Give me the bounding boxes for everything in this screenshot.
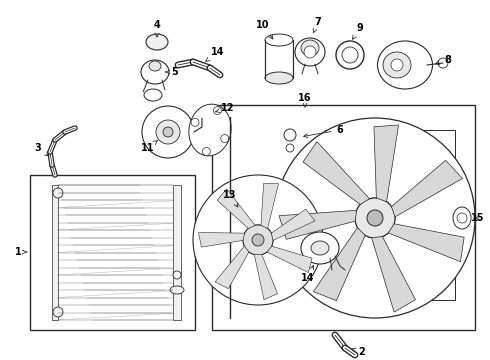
Circle shape <box>286 144 294 152</box>
Circle shape <box>252 234 264 246</box>
Ellipse shape <box>265 72 293 84</box>
Circle shape <box>53 307 63 317</box>
Text: 4: 4 <box>154 20 160 37</box>
Polygon shape <box>374 125 398 202</box>
Text: 1: 1 <box>15 247 27 257</box>
Circle shape <box>220 135 229 143</box>
Circle shape <box>367 210 383 226</box>
Ellipse shape <box>146 34 168 50</box>
Bar <box>173 185 181 320</box>
Text: 11: 11 <box>141 140 158 153</box>
Polygon shape <box>261 183 278 229</box>
Polygon shape <box>371 237 416 312</box>
Ellipse shape <box>377 41 433 89</box>
Circle shape <box>214 107 221 114</box>
Ellipse shape <box>391 59 403 71</box>
Polygon shape <box>271 209 315 240</box>
Circle shape <box>284 129 296 141</box>
Text: 14: 14 <box>301 265 315 283</box>
Polygon shape <box>198 233 245 247</box>
Circle shape <box>355 198 395 238</box>
Text: 3: 3 <box>35 143 49 156</box>
Text: 7: 7 <box>313 17 321 33</box>
Circle shape <box>243 225 273 255</box>
Polygon shape <box>267 246 312 273</box>
Text: 16: 16 <box>298 93 312 107</box>
Text: 2: 2 <box>351 347 366 357</box>
Polygon shape <box>217 189 255 229</box>
Ellipse shape <box>342 47 358 63</box>
Circle shape <box>252 234 264 246</box>
Circle shape <box>202 148 210 156</box>
Ellipse shape <box>265 34 293 46</box>
Text: 5: 5 <box>166 67 178 77</box>
Circle shape <box>163 127 173 137</box>
Circle shape <box>275 118 475 318</box>
Ellipse shape <box>170 286 184 294</box>
Text: 14: 14 <box>206 47 225 62</box>
Text: 6: 6 <box>304 125 343 138</box>
Circle shape <box>156 120 180 144</box>
Circle shape <box>53 188 63 198</box>
Ellipse shape <box>453 207 471 229</box>
Ellipse shape <box>141 60 169 84</box>
Circle shape <box>304 46 316 58</box>
Polygon shape <box>314 228 365 301</box>
Polygon shape <box>215 246 249 289</box>
Ellipse shape <box>383 52 411 78</box>
Circle shape <box>367 210 383 226</box>
Bar <box>52 185 58 320</box>
Text: 8: 8 <box>436 55 451 65</box>
Text: 13: 13 <box>223 190 238 207</box>
Ellipse shape <box>189 104 231 156</box>
Circle shape <box>243 225 273 255</box>
Circle shape <box>173 271 181 279</box>
Circle shape <box>355 198 395 238</box>
Circle shape <box>142 106 194 158</box>
Text: 12: 12 <box>216 103 235 113</box>
Ellipse shape <box>301 232 339 264</box>
Circle shape <box>191 118 199 126</box>
Text: 9: 9 <box>352 23 364 39</box>
Bar <box>325 130 455 300</box>
Circle shape <box>457 213 467 223</box>
Text: 10: 10 <box>256 20 273 39</box>
Polygon shape <box>254 255 277 300</box>
Ellipse shape <box>295 38 325 66</box>
Circle shape <box>193 175 323 305</box>
Polygon shape <box>388 224 464 262</box>
Text: 15: 15 <box>471 213 485 223</box>
Bar <box>212 105 475 330</box>
Ellipse shape <box>311 241 329 255</box>
Circle shape <box>438 58 448 68</box>
Ellipse shape <box>336 41 364 69</box>
Bar <box>30 175 195 330</box>
Polygon shape <box>279 210 357 239</box>
Bar <box>265 40 293 78</box>
Polygon shape <box>392 160 463 217</box>
Ellipse shape <box>301 40 319 56</box>
Ellipse shape <box>149 61 161 71</box>
Polygon shape <box>303 141 369 204</box>
Ellipse shape <box>144 89 162 101</box>
